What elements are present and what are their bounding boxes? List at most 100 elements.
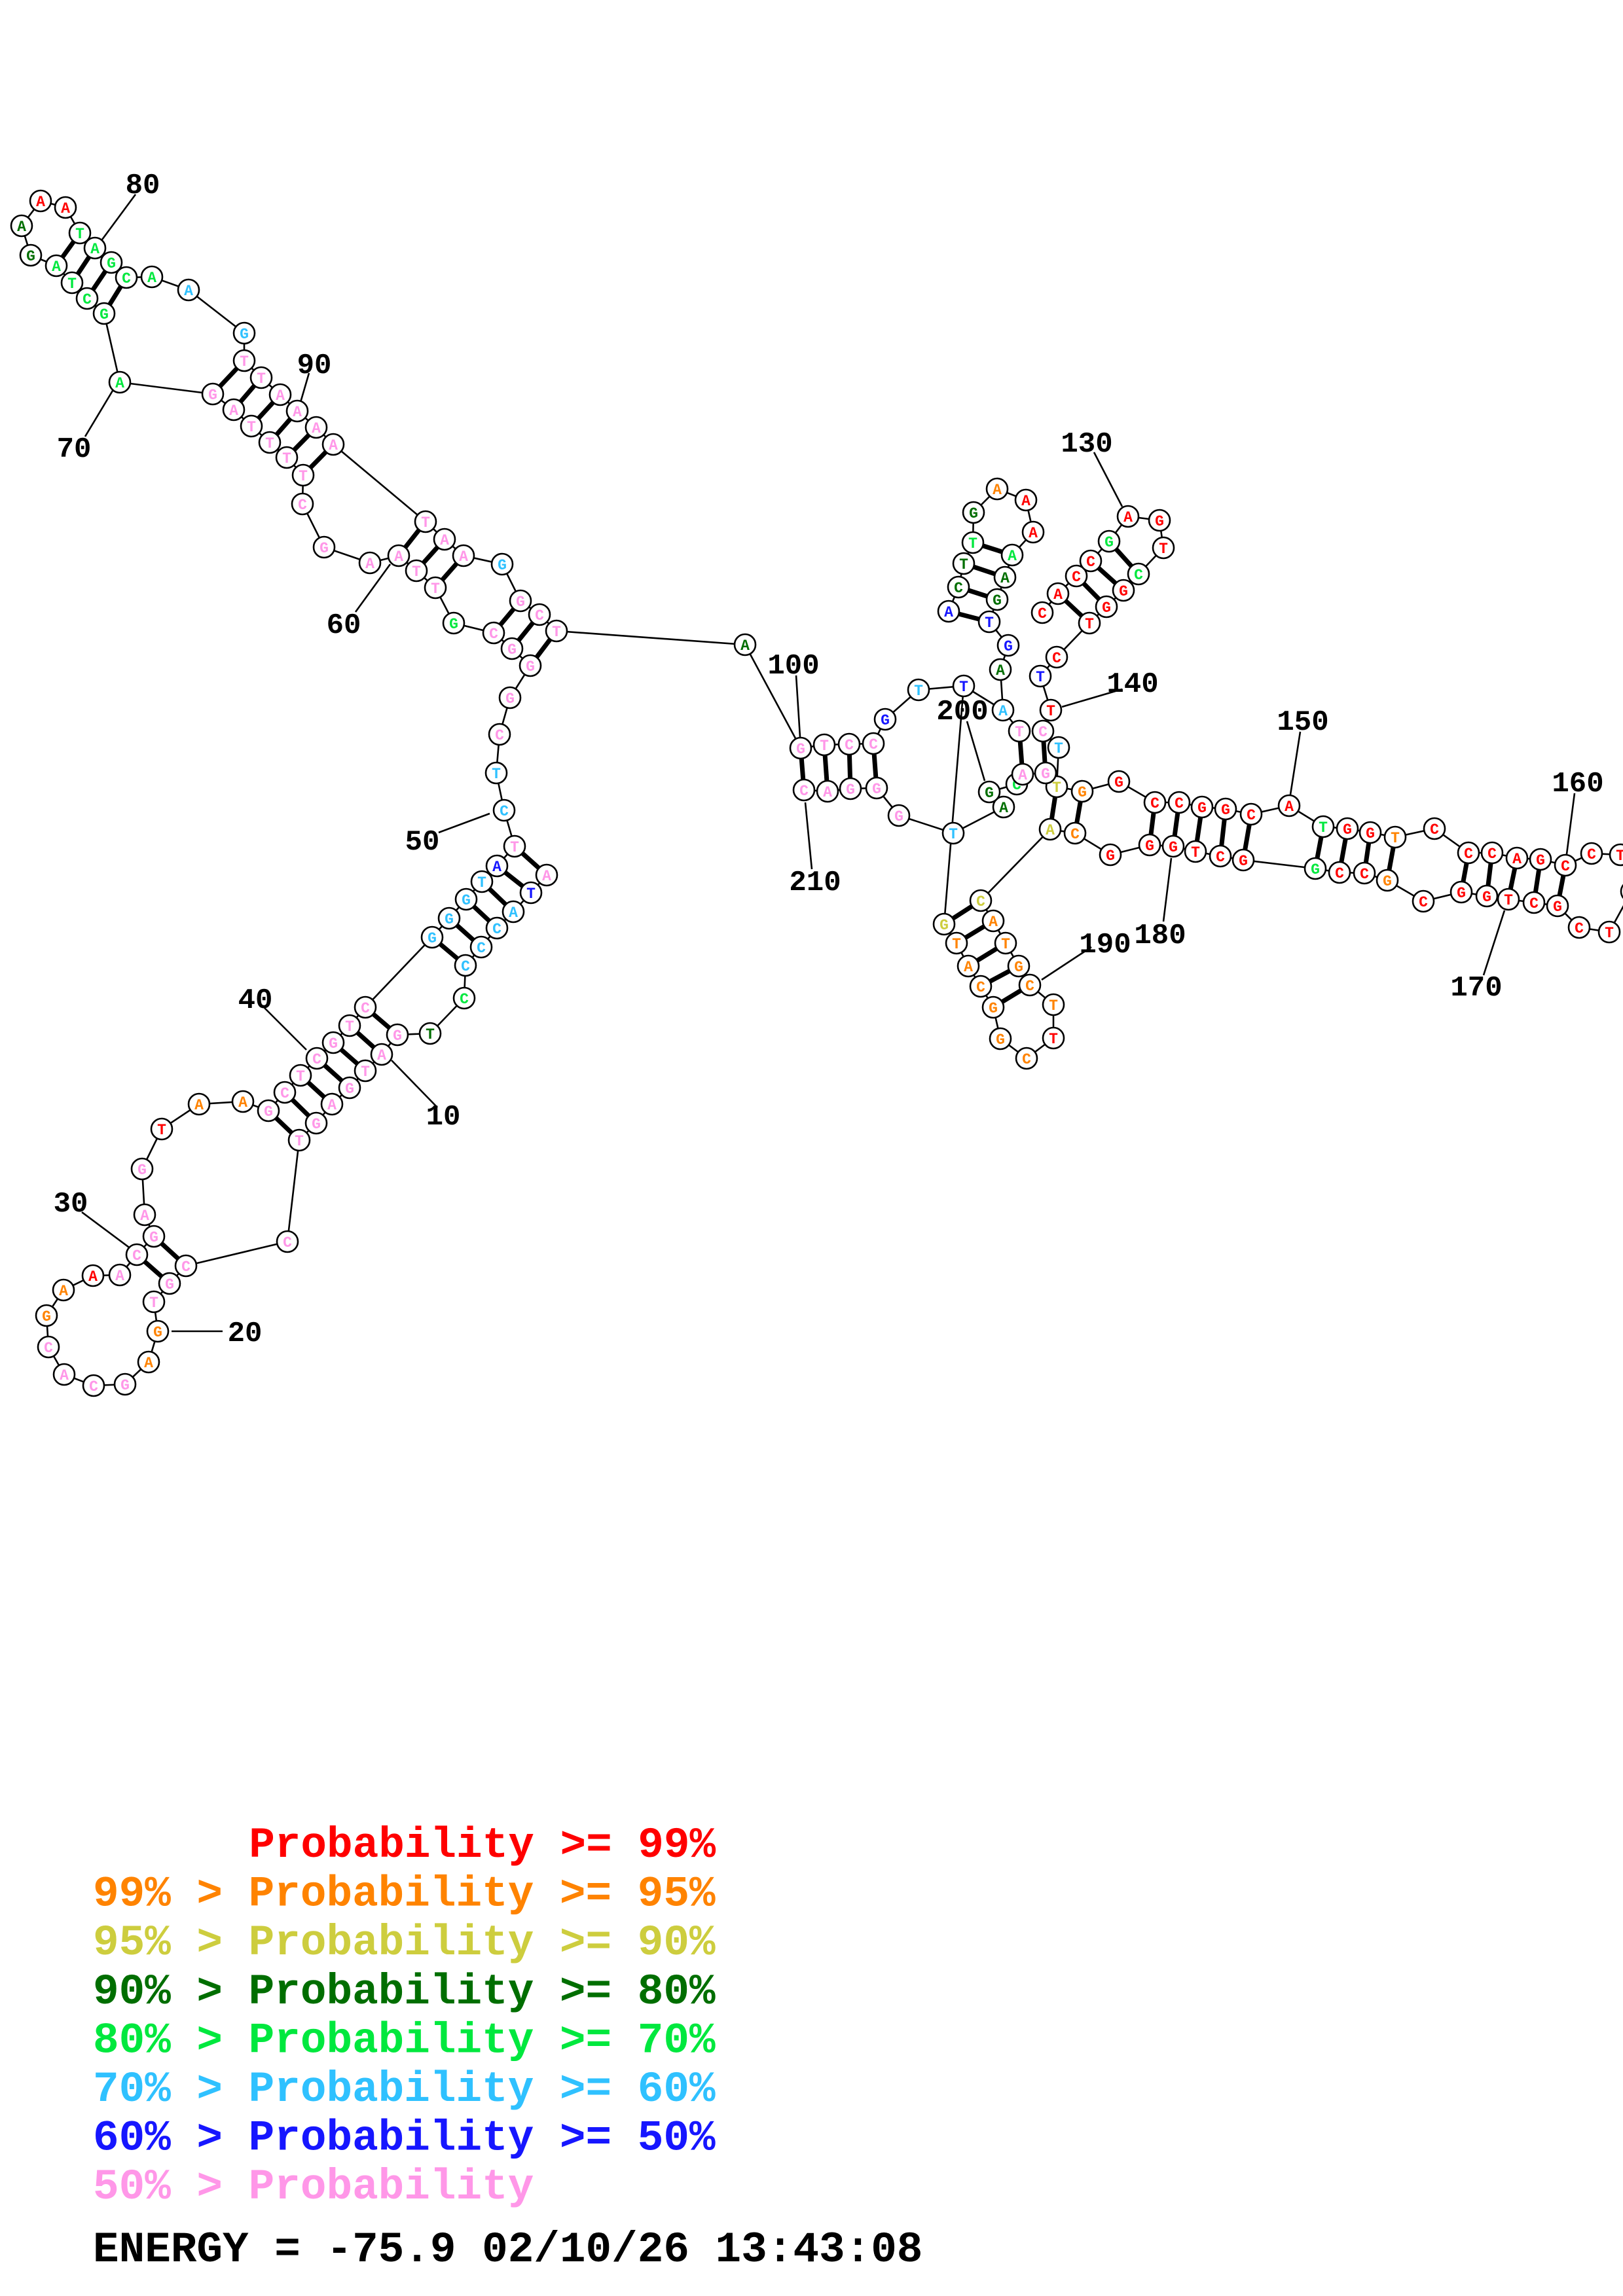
nucleotide-letter: A — [36, 194, 45, 211]
nucleotide-circle — [142, 1290, 166, 1314]
nucleotide-circle — [304, 1111, 328, 1135]
nucleotide-circle — [1008, 719, 1031, 743]
legend-row: 60% > Probability >= 50% — [93, 2114, 716, 2163]
nucleotide-circle — [1046, 582, 1070, 605]
nucleotide-circle — [937, 600, 960, 623]
nucleotide: A — [321, 433, 345, 456]
nucleotide-letter: C — [954, 580, 963, 597]
nucleotide-circle — [187, 1092, 211, 1116]
nucleotide-letter: C — [1150, 795, 1159, 812]
nucleotide: C — [1239, 802, 1263, 826]
nucleotide-circle — [1328, 861, 1351, 884]
nucleotide-letter: C — [461, 958, 470, 975]
nucleotide: T — [1029, 664, 1052, 688]
nucleotide-letter: T — [914, 683, 923, 700]
nucleotide: T — [150, 1117, 173, 1141]
nucleotide-letter: A — [238, 1094, 247, 1111]
nucleotide-letter: C — [1134, 567, 1143, 584]
nucleotide: C — [291, 492, 314, 516]
nucleotide-circle — [113, 1372, 137, 1396]
nucleotide-letter: G — [939, 917, 949, 934]
nucleotide-letter: A — [184, 283, 193, 300]
nucleotide-circle — [1383, 825, 1407, 849]
nucleotide-letter: A — [377, 1047, 386, 1064]
nucleotide: T — [258, 431, 282, 454]
nucleotide-circle — [1015, 1047, 1038, 1070]
nucleotide: G — [1034, 761, 1057, 785]
nucleotide-circle — [424, 576, 447, 600]
nucleotide-letter: A — [365, 556, 374, 573]
nucleotide-circle — [29, 189, 52, 213]
nucleotide-circle — [1095, 595, 1118, 619]
nucleotide-letter: T — [149, 1295, 158, 1312]
nucleotide-letter: G — [1383, 873, 1392, 890]
nucleotide: T — [1039, 698, 1063, 722]
label-leader-line — [299, 372, 310, 405]
nucleotide-circle — [1018, 973, 1042, 997]
nucleotide-circle — [92, 302, 116, 325]
nucleotide: G — [1231, 848, 1255, 872]
backbone-link — [943, 685, 965, 925]
nucleotide: T — [1311, 815, 1335, 838]
nucleotide-letter: C — [361, 1000, 370, 1017]
nucleotide: T — [941, 821, 965, 845]
nucleotide-circle — [1277, 794, 1301, 817]
nucleotide-letter: T — [959, 679, 968, 696]
nucleotide-letter: A — [293, 404, 302, 421]
nucleotide: C — [1328, 861, 1351, 884]
nucleotide-circle — [500, 637, 524, 660]
nucleotide-letter: A — [999, 800, 1008, 817]
nucleotide-circle — [1480, 841, 1504, 865]
nucleotide-circle — [932, 912, 956, 936]
nucleotide: G — [989, 1027, 1012, 1050]
nucleotide-circle — [501, 900, 525, 924]
nucleotide: T — [232, 349, 256, 372]
nucleotide-circle — [130, 1157, 154, 1181]
nucleotide-circle — [1353, 861, 1376, 885]
nucleotide-circle — [273, 1081, 297, 1104]
nucleotide-letter: C — [1587, 846, 1596, 863]
position-label: 180 — [1134, 920, 1186, 952]
nucleotide: G — [490, 552, 514, 576]
nucleotide-letter: G — [969, 505, 978, 522]
nucleotide-letter: C — [1335, 865, 1344, 882]
nucleotide: G — [1359, 821, 1382, 844]
nucleotide: C — [1620, 884, 1623, 899]
nucleotide-letter: A — [998, 703, 1008, 720]
nucleotide-circle — [792, 778, 816, 802]
nucleotide: G — [1138, 833, 1161, 857]
nucleotide: A — [1046, 582, 1070, 605]
nucleotide-circle — [509, 589, 532, 613]
nucleotide-circle — [994, 931, 1017, 955]
nucleotide-circle — [201, 382, 225, 406]
nucleotide-circle — [977, 610, 1001, 634]
nucleotide-letter: G — [165, 1276, 174, 1293]
nucleotide-letter: G — [428, 930, 437, 947]
nucleotide-circle — [945, 931, 968, 955]
nucleotide-letter: G — [329, 1035, 338, 1052]
nucleotide-circle — [816, 780, 839, 803]
energy-line: ENERGY = -75.9 02/10/26 13:43:08 — [93, 2225, 922, 2274]
nucleotide-letter: G — [449, 616, 458, 633]
nucleotide-letter: G — [1311, 861, 1320, 878]
nucleotide: C — [1423, 817, 1446, 840]
nucleotide-circle — [150, 1117, 173, 1141]
nucleotide: C — [1015, 1047, 1038, 1070]
nucleotide: C — [276, 1230, 299, 1253]
nucleotide-circle — [257, 1099, 280, 1122]
label-leader-line — [1289, 731, 1302, 795]
nucleotide: T — [240, 414, 263, 438]
nucleotide: T — [977, 610, 1001, 634]
nucleotide-circle — [1554, 853, 1577, 877]
nucleotide: C — [1209, 844, 1232, 868]
nucleotide-letter: A — [1512, 851, 1522, 868]
nucleotide-circle — [989, 658, 1012, 681]
nucleotide: A — [29, 189, 52, 213]
nucleotide-letter: T — [952, 936, 961, 953]
nucleotide: T — [945, 931, 968, 955]
nucleotide-circle — [1190, 795, 1214, 819]
nucleotide-letter: A — [60, 1367, 69, 1384]
nucleotide-letter: C — [799, 783, 809, 800]
nucleotide-letter: A — [394, 548, 403, 565]
